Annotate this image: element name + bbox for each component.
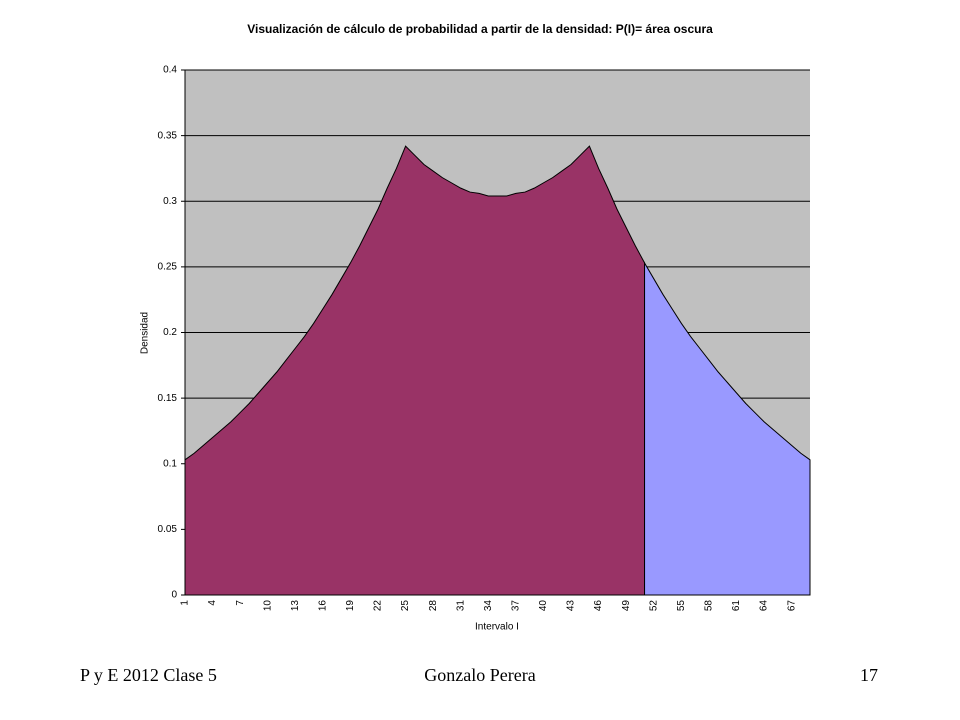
x-tick-label: 4: [207, 600, 218, 606]
x-tick-label: 58: [704, 600, 715, 612]
x-tick-label: 13: [290, 600, 301, 612]
x-tick-label: 34: [483, 600, 494, 612]
x-tick-label: 64: [759, 600, 770, 612]
y-tick-label: 0.15: [158, 393, 178, 404]
x-tick-label: 16: [318, 600, 329, 612]
x-tick-label: 67: [786, 600, 797, 612]
y-tick-label: 0.35: [158, 130, 178, 141]
y-tick-label: 0.1: [163, 458, 177, 469]
x-tick-label: 46: [593, 600, 604, 612]
x-tick-label: 10: [262, 600, 273, 612]
footer-left: P y E 2012 Clase 5: [80, 665, 217, 685]
x-tick-label: 28: [428, 600, 439, 612]
x-axis-label: Intervalo I: [475, 622, 519, 633]
y-tick-label: 0: [171, 590, 177, 601]
x-tick-label: 61: [731, 600, 742, 612]
x-tick-label: 1: [180, 600, 191, 606]
x-tick-label: 22: [373, 600, 384, 612]
x-tick-label: 31: [455, 600, 466, 612]
x-tick-label: 40: [538, 600, 549, 612]
x-tick-label: 37: [511, 600, 522, 612]
x-tick-label: 25: [400, 600, 411, 612]
area: [644, 261, 811, 596]
x-tick-label: 7: [235, 600, 246, 606]
y-tick-label: 0.3: [163, 196, 177, 207]
area: [184, 145, 646, 596]
x-tick-label: 43: [566, 600, 577, 612]
y-tick-label: 0.4: [163, 65, 177, 76]
y-tick-label: 0.25: [158, 262, 178, 273]
x-tick-label: 52: [648, 600, 659, 612]
y-tick-label: 0.2: [163, 327, 177, 338]
x-tick-label: 55: [676, 600, 687, 612]
y-tick-label: 0.05: [158, 524, 178, 535]
footer-right: 17: [860, 665, 878, 685]
x-tick-label: 19: [345, 600, 356, 612]
x-tick-label: 49: [621, 600, 632, 612]
footer-center: Gonzalo Perera: [424, 665, 535, 685]
chart: 0 0.05 0.1 0.15 0.2 0.25 0.3 0.35 0.4 1 4 7 10 13 16 19…: [158, 65, 811, 612]
y-axis-label: Densidad: [140, 312, 151, 354]
chart-title: Visualización de cálculo de probabilidad…: [247, 22, 713, 36]
